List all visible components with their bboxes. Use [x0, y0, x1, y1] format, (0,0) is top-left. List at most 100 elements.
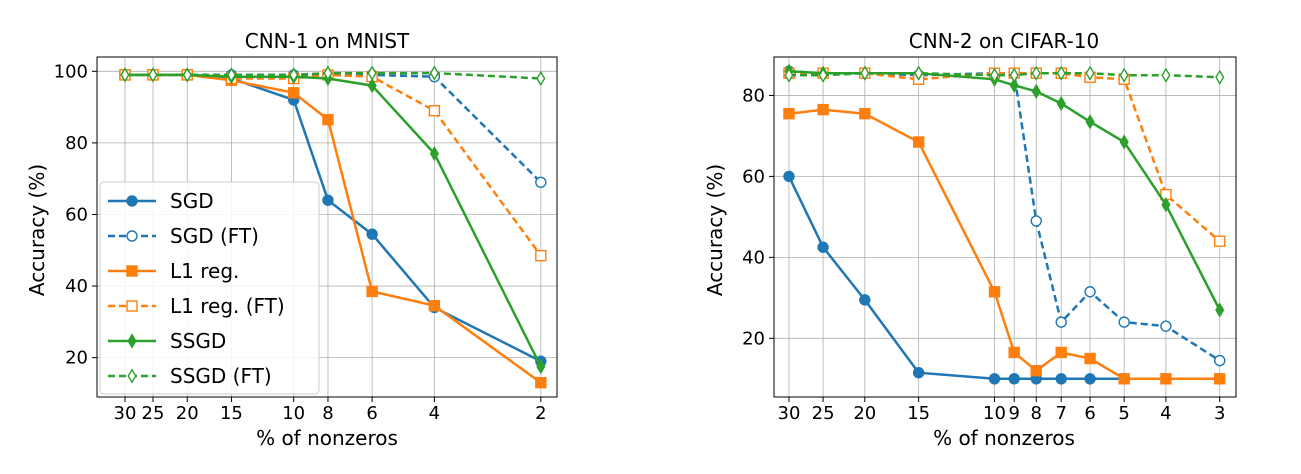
data-point	[859, 107, 871, 120]
data-point	[1055, 346, 1067, 359]
data-point	[1215, 302, 1225, 318]
data-point	[1008, 373, 1020, 385]
legend-box	[99, 181, 320, 395]
data-point	[120, 67, 130, 83]
data-point	[1160, 320, 1172, 332]
x-tick-label: 5	[1118, 403, 1129, 424]
legend-label: SSGD (FT)	[170, 364, 272, 388]
y-tick-label: 40	[65, 276, 88, 297]
data-point	[988, 373, 1001, 385]
data-point	[535, 176, 547, 188]
legend: SGD SGD (FT) L1 reg. L1 reg. (FT) SSGD SSGD (…	[99, 181, 320, 395]
data-point	[784, 67, 794, 83]
x-tick-label: 4	[429, 403, 440, 424]
data-point	[535, 376, 547, 389]
data-point	[1084, 286, 1096, 298]
legend-marker	[126, 195, 138, 207]
chart-cnn1-mnist: CNN-1 on MNIST % of nonzeros Accuracy (%…	[25, 29, 558, 450]
data-point	[1119, 67, 1129, 83]
data-point	[912, 136, 925, 148]
data-point	[148, 67, 158, 83]
data-point	[428, 104, 441, 117]
data-point	[1009, 77, 1019, 93]
data-point	[429, 65, 439, 81]
data-point	[289, 67, 299, 83]
series-line	[788, 69, 1221, 362]
x-tick-label: 2	[535, 403, 546, 424]
data-point	[366, 228, 378, 240]
series-line	[788, 69, 1221, 311]
legend-item: L1 reg.	[108, 259, 239, 283]
data-point	[182, 67, 192, 83]
y-axis-label: Accuracy (%)	[703, 164, 727, 296]
x-tick-label: 8	[322, 403, 333, 424]
data-point	[1030, 364, 1042, 377]
data-point	[1084, 352, 1096, 365]
series-ssgd-ft	[784, 65, 1225, 85]
data-point	[1214, 354, 1226, 367]
data-point	[226, 67, 236, 83]
data-point	[1056, 95, 1066, 112]
legend-label: SGD	[170, 189, 214, 213]
data-point	[1214, 373, 1226, 385]
data-point	[1119, 134, 1129, 150]
series-l1-reg-ft	[783, 67, 1226, 247]
plot-frame	[773, 56, 1237, 398]
data-point	[1084, 373, 1096, 385]
series-ssgd-ft	[120, 65, 546, 87]
series-sgd-ft	[119, 69, 547, 188]
series-line	[789, 71, 1220, 79]
y-tick-label: 20	[742, 328, 765, 349]
chart-cnn2-cifar10: CNN-2 on CIFAR-10 % of nonzeros Accuracy…	[703, 29, 1237, 450]
y-tick-label: 80	[65, 133, 88, 154]
series-ssgd	[784, 63, 1225, 318]
x-tick-label: 30	[114, 403, 137, 424]
data-point	[988, 286, 1001, 298]
series-line	[789, 71, 1221, 243]
legend-marker	[126, 265, 138, 277]
data-point	[1009, 67, 1019, 83]
data-point	[818, 67, 828, 83]
x-tick-label: 3	[1214, 403, 1225, 424]
data-point	[1055, 316, 1067, 328]
y-tick-label: 80	[742, 85, 765, 106]
y-tick-label: 40	[742, 247, 765, 268]
data-point	[1118, 316, 1130, 328]
data-point	[322, 113, 334, 126]
data-point	[1118, 373, 1130, 385]
x-tick-label: 25	[812, 403, 835, 424]
x-tick-label: 20	[176, 403, 199, 424]
x-tick-label: 20	[853, 403, 876, 424]
x-tick-label: 30	[778, 403, 801, 424]
data-point	[535, 249, 547, 262]
data-point	[1214, 235, 1226, 247]
legend-marker	[126, 300, 138, 312]
data-point	[860, 65, 870, 81]
data-point	[1085, 114, 1095, 130]
data-point	[859, 294, 871, 306]
data-point	[1160, 373, 1172, 385]
series-sgd	[783, 170, 1226, 385]
x-tick-label: 7	[1055, 403, 1066, 424]
y-axis-label: Accuracy (%)	[25, 164, 49, 296]
y-tick-label: 100	[54, 61, 88, 82]
data-point	[1215, 69, 1225, 85]
data-point	[428, 300, 441, 312]
series-line	[788, 108, 1220, 381]
plot-frame	[96, 56, 558, 398]
y-tick-label: 20	[65, 348, 88, 369]
legend-item: SGD (FT)	[108, 224, 259, 248]
y-tick-label: 60	[742, 166, 765, 187]
legend-label: L1 reg.	[170, 259, 239, 283]
data-point	[1031, 83, 1041, 100]
legend-marker	[126, 230, 138, 242]
x-tick-label: 6	[1084, 403, 1095, 424]
legend-label: SSGD	[170, 329, 226, 353]
data-point	[536, 358, 546, 375]
data-point	[322, 194, 334, 206]
data-point	[989, 67, 1000, 83]
data-point	[1085, 65, 1095, 81]
data-point	[1031, 65, 1041, 81]
x-tick-label: 9	[1008, 403, 1019, 424]
